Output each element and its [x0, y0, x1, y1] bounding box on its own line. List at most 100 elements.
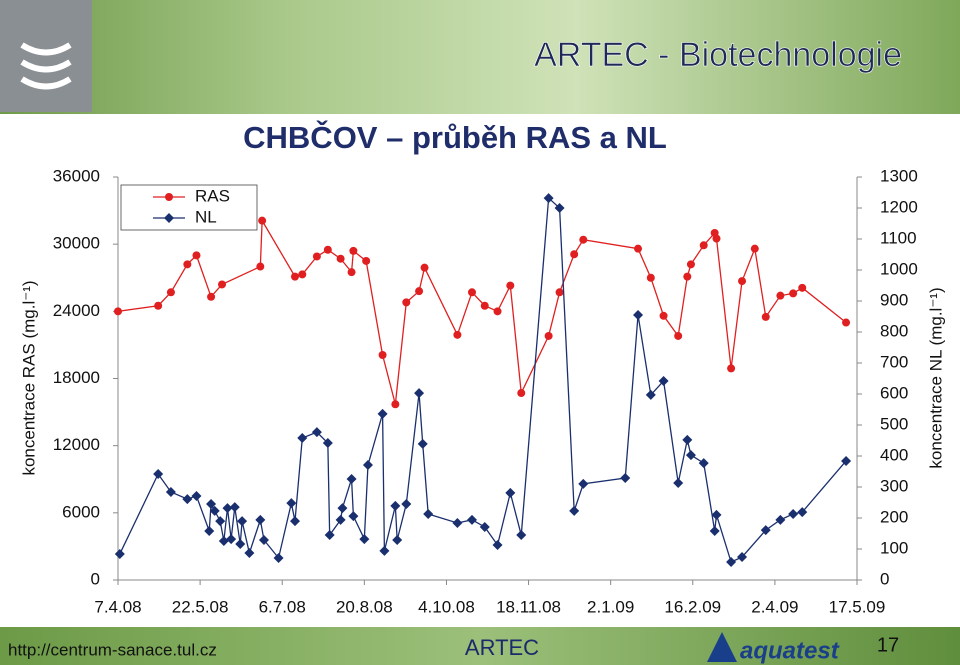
- data-point: [378, 350, 387, 359]
- data-point: [578, 478, 589, 489]
- data-point: [686, 260, 695, 269]
- data-point: [348, 511, 359, 522]
- data-point: [726, 557, 737, 568]
- y2-tick-label: 500: [880, 414, 908, 433]
- data-point: [154, 301, 163, 310]
- data-point: [401, 499, 412, 510]
- y2-axis-label: koncentrace NL (mg.l⁻¹): [926, 287, 945, 468]
- header-title: ARTEC - Biotechnologie: [534, 36, 902, 74]
- data-point: [392, 535, 403, 546]
- data-point: [183, 260, 192, 269]
- data-point: [506, 281, 515, 290]
- y2-tick-label: 400: [880, 445, 908, 464]
- data-point: [659, 311, 668, 320]
- data-point: [235, 539, 246, 550]
- data-point: [798, 283, 807, 292]
- data-point: [776, 291, 785, 300]
- y-axis-label: koncentrace RAS (mg.l⁻¹): [19, 280, 38, 475]
- data-point: [222, 503, 233, 514]
- data-point: [337, 503, 348, 514]
- data-point: [390, 500, 401, 511]
- y-tick-label: 12000: [53, 435, 100, 454]
- x-tick-label: 2.4.09: [751, 597, 798, 616]
- legend-marker: [165, 193, 173, 201]
- y2-tick-label: 1000: [880, 259, 918, 278]
- data-point: [797, 507, 808, 518]
- data-point: [312, 252, 321, 261]
- legend-label: NL: [195, 207, 217, 226]
- data-point: [192, 251, 201, 260]
- data-point: [775, 514, 786, 525]
- data-point: [347, 268, 356, 277]
- y2-tick-label: 200: [880, 507, 908, 526]
- data-point: [114, 307, 122, 316]
- data-point: [555, 288, 564, 297]
- data-point: [153, 468, 164, 479]
- data-point: [711, 509, 722, 520]
- data-point: [218, 280, 227, 289]
- legend-label: RAS: [195, 186, 230, 205]
- data-point: [760, 525, 771, 536]
- legend-box: [120, 184, 258, 231]
- data-point: [226, 534, 237, 545]
- data-point: [255, 514, 266, 525]
- x-tick-label: 16.2.09: [664, 597, 721, 616]
- x-tick-label: 4.10.08: [418, 597, 475, 616]
- data-point: [682, 434, 693, 445]
- data-point: [750, 244, 759, 253]
- data-point: [218, 535, 229, 546]
- data-point: [207, 292, 216, 301]
- data-point: [417, 438, 428, 449]
- data-point: [258, 216, 267, 225]
- data-point: [289, 516, 300, 527]
- y-tick-label: 18000: [53, 368, 100, 387]
- data-point: [493, 307, 502, 316]
- data-point: [645, 389, 656, 400]
- legend-marker: [164, 213, 174, 223]
- data-point: [379, 545, 390, 556]
- data-point: [467, 288, 476, 297]
- data-point: [166, 288, 175, 297]
- y2-tick-label: 300: [880, 476, 908, 495]
- y-tick-label: 24000: [53, 301, 100, 320]
- data-point: [273, 552, 284, 563]
- data-point: [658, 375, 669, 386]
- data-point: [634, 244, 643, 253]
- data-point: [258, 535, 269, 546]
- data-point: [209, 505, 220, 516]
- data-point: [244, 548, 255, 559]
- data-point: [841, 455, 852, 466]
- data-point: [842, 318, 851, 327]
- data-point: [683, 272, 692, 281]
- data-point: [323, 245, 332, 254]
- chart-title: CHBČOV – průběh RAS a NL: [243, 119, 667, 155]
- data-point: [633, 309, 644, 320]
- data-point: [698, 458, 709, 469]
- y2-tick-label: 1200: [880, 197, 918, 216]
- data-point: [579, 235, 588, 244]
- data-point: [673, 477, 684, 488]
- footer-logo: aquatest: [740, 637, 840, 664]
- data-point: [479, 521, 490, 532]
- data-point: [569, 505, 580, 516]
- data-point: [229, 502, 240, 513]
- data-point: [256, 262, 265, 271]
- y2-tick-label: 600: [880, 383, 908, 402]
- data-point: [324, 530, 335, 541]
- footer-band: [0, 627, 960, 665]
- x-tick-label: 17.5.09: [829, 597, 886, 616]
- y-tick-label: 36000: [53, 166, 100, 185]
- data-point: [737, 552, 748, 563]
- data-point: [543, 193, 554, 204]
- x-tick-label: 6.7.08: [259, 597, 306, 616]
- data-point: [480, 301, 489, 310]
- data-point: [646, 273, 655, 282]
- header-band: [0, 0, 960, 114]
- data-point: [423, 508, 434, 519]
- x-tick-label: 22.5.08: [172, 597, 229, 616]
- data-point: [286, 498, 297, 509]
- data-point: [290, 272, 299, 281]
- y2-tick-label: 0: [880, 569, 889, 588]
- data-point: [182, 494, 193, 505]
